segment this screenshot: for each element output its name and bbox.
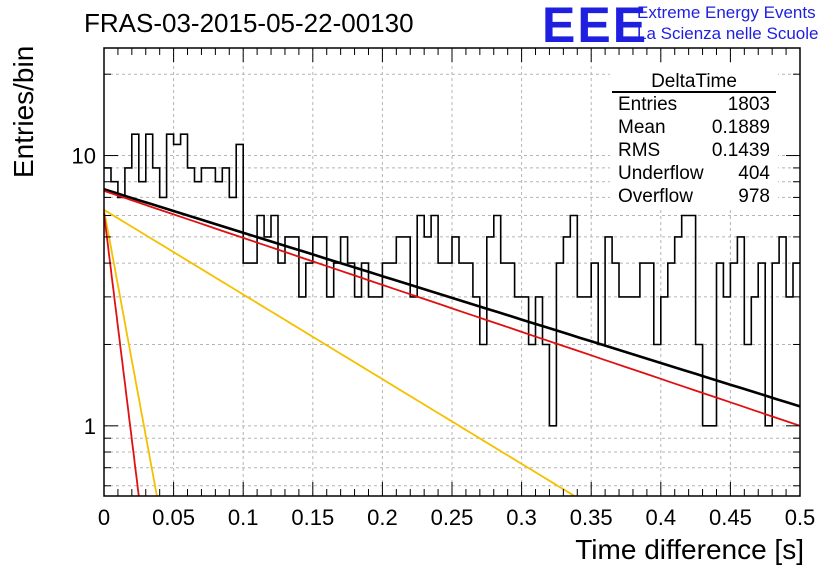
stats-label: Mean	[618, 117, 666, 138]
fit-curve	[103, 213, 140, 497]
eee-logo: EEE	[542, 0, 649, 53]
fit-curve	[103, 190, 801, 427]
fit-curve	[103, 188, 801, 408]
stats-label: Underflow	[618, 163, 704, 184]
histogram	[104, 133, 800, 427]
logo-line-2: La Scienza nelle Scuole	[637, 24, 819, 43]
stats-value: 0.1439	[712, 140, 770, 161]
fit-curve	[103, 209, 158, 497]
stats-box-background	[610, 64, 778, 210]
stats-label: RMS	[618, 140, 660, 161]
plot-frame	[103, 47, 801, 497]
stats-value: 404	[738, 163, 770, 184]
axes: 0 0.05 0.1 0.15 0.2 0.25 0.3 0.35 0.4 0.45 0.5 1 10	[72, 47, 816, 530]
x-tick-label: 0.05	[152, 505, 195, 530]
stats-label: Overflow	[618, 186, 693, 207]
x-axis-label: Time difference [s]	[575, 534, 804, 565]
x-tick-label: 0.25	[431, 505, 474, 530]
x-tick-label: 0.2	[367, 505, 398, 530]
histogram-step-line	[104, 133, 800, 427]
stats-value: 978	[738, 186, 770, 207]
stats-value: 1803	[728, 94, 770, 115]
run-title: FRAS-03-2015-05-22-00130	[84, 8, 414, 38]
stats-label: Entries	[618, 94, 677, 115]
y-axis-label: Entries/bin	[8, 45, 39, 178]
x-tick-label: 0.4	[646, 505, 677, 530]
x-tick-label: 0.15	[291, 505, 334, 530]
x-tick-label: 0.1	[228, 505, 259, 530]
fit-curve	[103, 209, 575, 497]
x-tick-label: 0.35	[570, 505, 613, 530]
x-tick-label: 0.45	[709, 505, 752, 530]
x-tick-label: 0.5	[785, 505, 816, 530]
x-tick-label: 0	[98, 505, 110, 530]
y-tick-label: 10	[72, 144, 96, 169]
x-tick-label: 0.3	[506, 505, 537, 530]
stats-value: 0.1889	[712, 117, 770, 138]
stats-box-title: DeltaTime	[651, 71, 737, 92]
logo-line-1: Extreme Energy Events	[637, 3, 816, 22]
y-tick-label: 1	[84, 414, 96, 439]
fit-curves	[103, 188, 801, 497]
